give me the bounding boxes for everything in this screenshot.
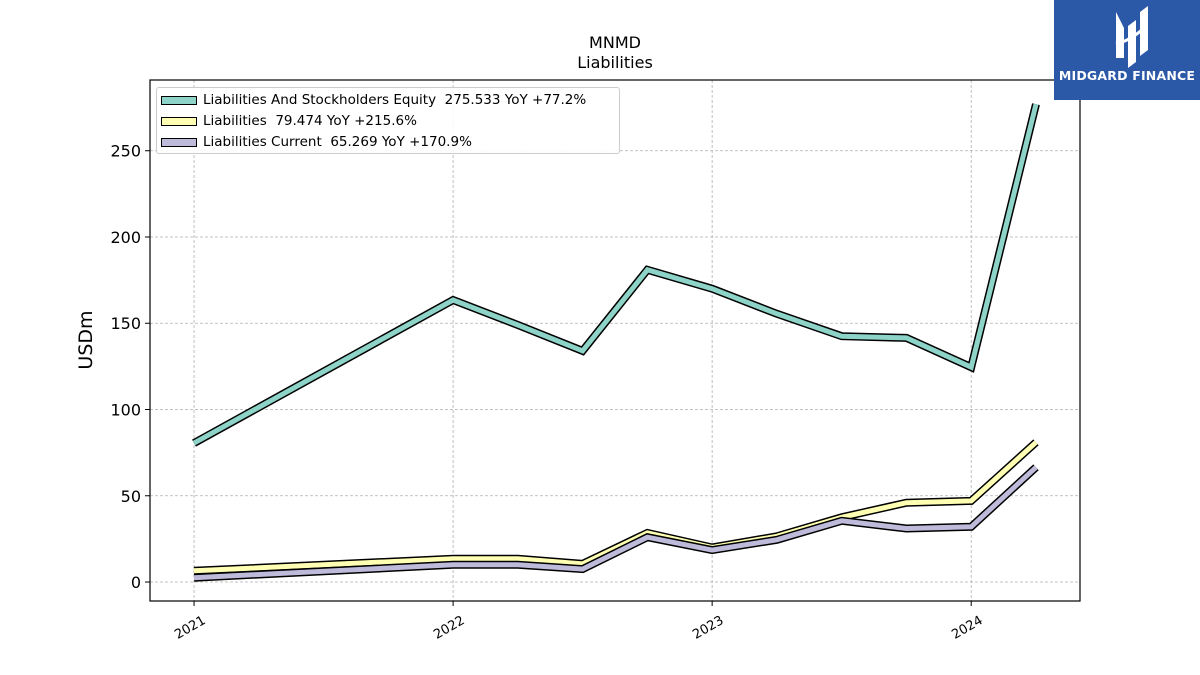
brand-logo: MIDGARD FINANCE — [1054, 0, 1200, 100]
legend-label: Liabilities 79.474 YoY +215.6% — [203, 113, 417, 129]
y-tick-label: 250 — [110, 142, 141, 161]
series-line-outline — [192, 103, 1040, 447]
legend-swatch — [161, 137, 197, 147]
y-tick-label: 200 — [110, 228, 141, 247]
legend-item: Liabilities 79.474 YoY +215.6% — [161, 112, 417, 130]
legend-swatch — [161, 116, 197, 126]
x-tick-label: 2023 — [690, 613, 726, 643]
series-line — [193, 465, 1038, 581]
logo-mark-icon — [1115, 6, 1148, 68]
x-tick-label: 2021 — [172, 613, 208, 643]
plot-frame — [149, 79, 1081, 602]
legend-label: Liabilities Current 65.269 YoY +170.9% — [203, 134, 472, 150]
chart-title: MNMD — [589, 33, 641, 52]
chart-subtitle: Liabilities — [577, 53, 653, 72]
series-line — [192, 103, 1039, 446]
series-lines — [192, 103, 1040, 582]
chart-legend: Liabilities And Stockholders Equity 275.… — [156, 87, 620, 154]
legend-label: Liabilities And Stockholders Equity 275.… — [203, 92, 587, 108]
logo-text: MIDGARD FINANCE — [1058, 68, 1196, 83]
y-tick-label: 150 — [110, 314, 141, 333]
legend-swatch — [161, 95, 197, 105]
y-axis-label: USDm — [75, 310, 97, 369]
y-tick-label: 0 — [131, 573, 141, 592]
legend-item: Liabilities Current 65.269 YoY +170.9% — [161, 133, 472, 151]
y-tick-label: 50 — [121, 487, 141, 506]
y-tick-label: 100 — [110, 401, 141, 420]
grid-lines — [150, 80, 1080, 601]
legend-item: Liabilities And Stockholders Equity 275.… — [161, 91, 586, 109]
x-tick-label: 2024 — [949, 613, 985, 643]
x-tick-label: 2022 — [431, 613, 467, 643]
